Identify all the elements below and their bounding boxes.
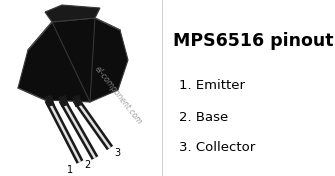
Text: el-component.com: el-component.com: [92, 64, 144, 126]
Polygon shape: [18, 18, 128, 102]
Text: 1: 1: [67, 165, 73, 175]
Text: 2: 2: [84, 160, 90, 170]
Text: 3: 3: [114, 148, 120, 158]
Text: 2. Base: 2. Base: [179, 111, 228, 124]
Text: MPS6516 pinout: MPS6516 pinout: [173, 32, 333, 50]
Text: 1. Emitter: 1. Emitter: [179, 79, 245, 92]
Text: 3. Collector: 3. Collector: [179, 141, 256, 154]
Polygon shape: [45, 5, 100, 22]
